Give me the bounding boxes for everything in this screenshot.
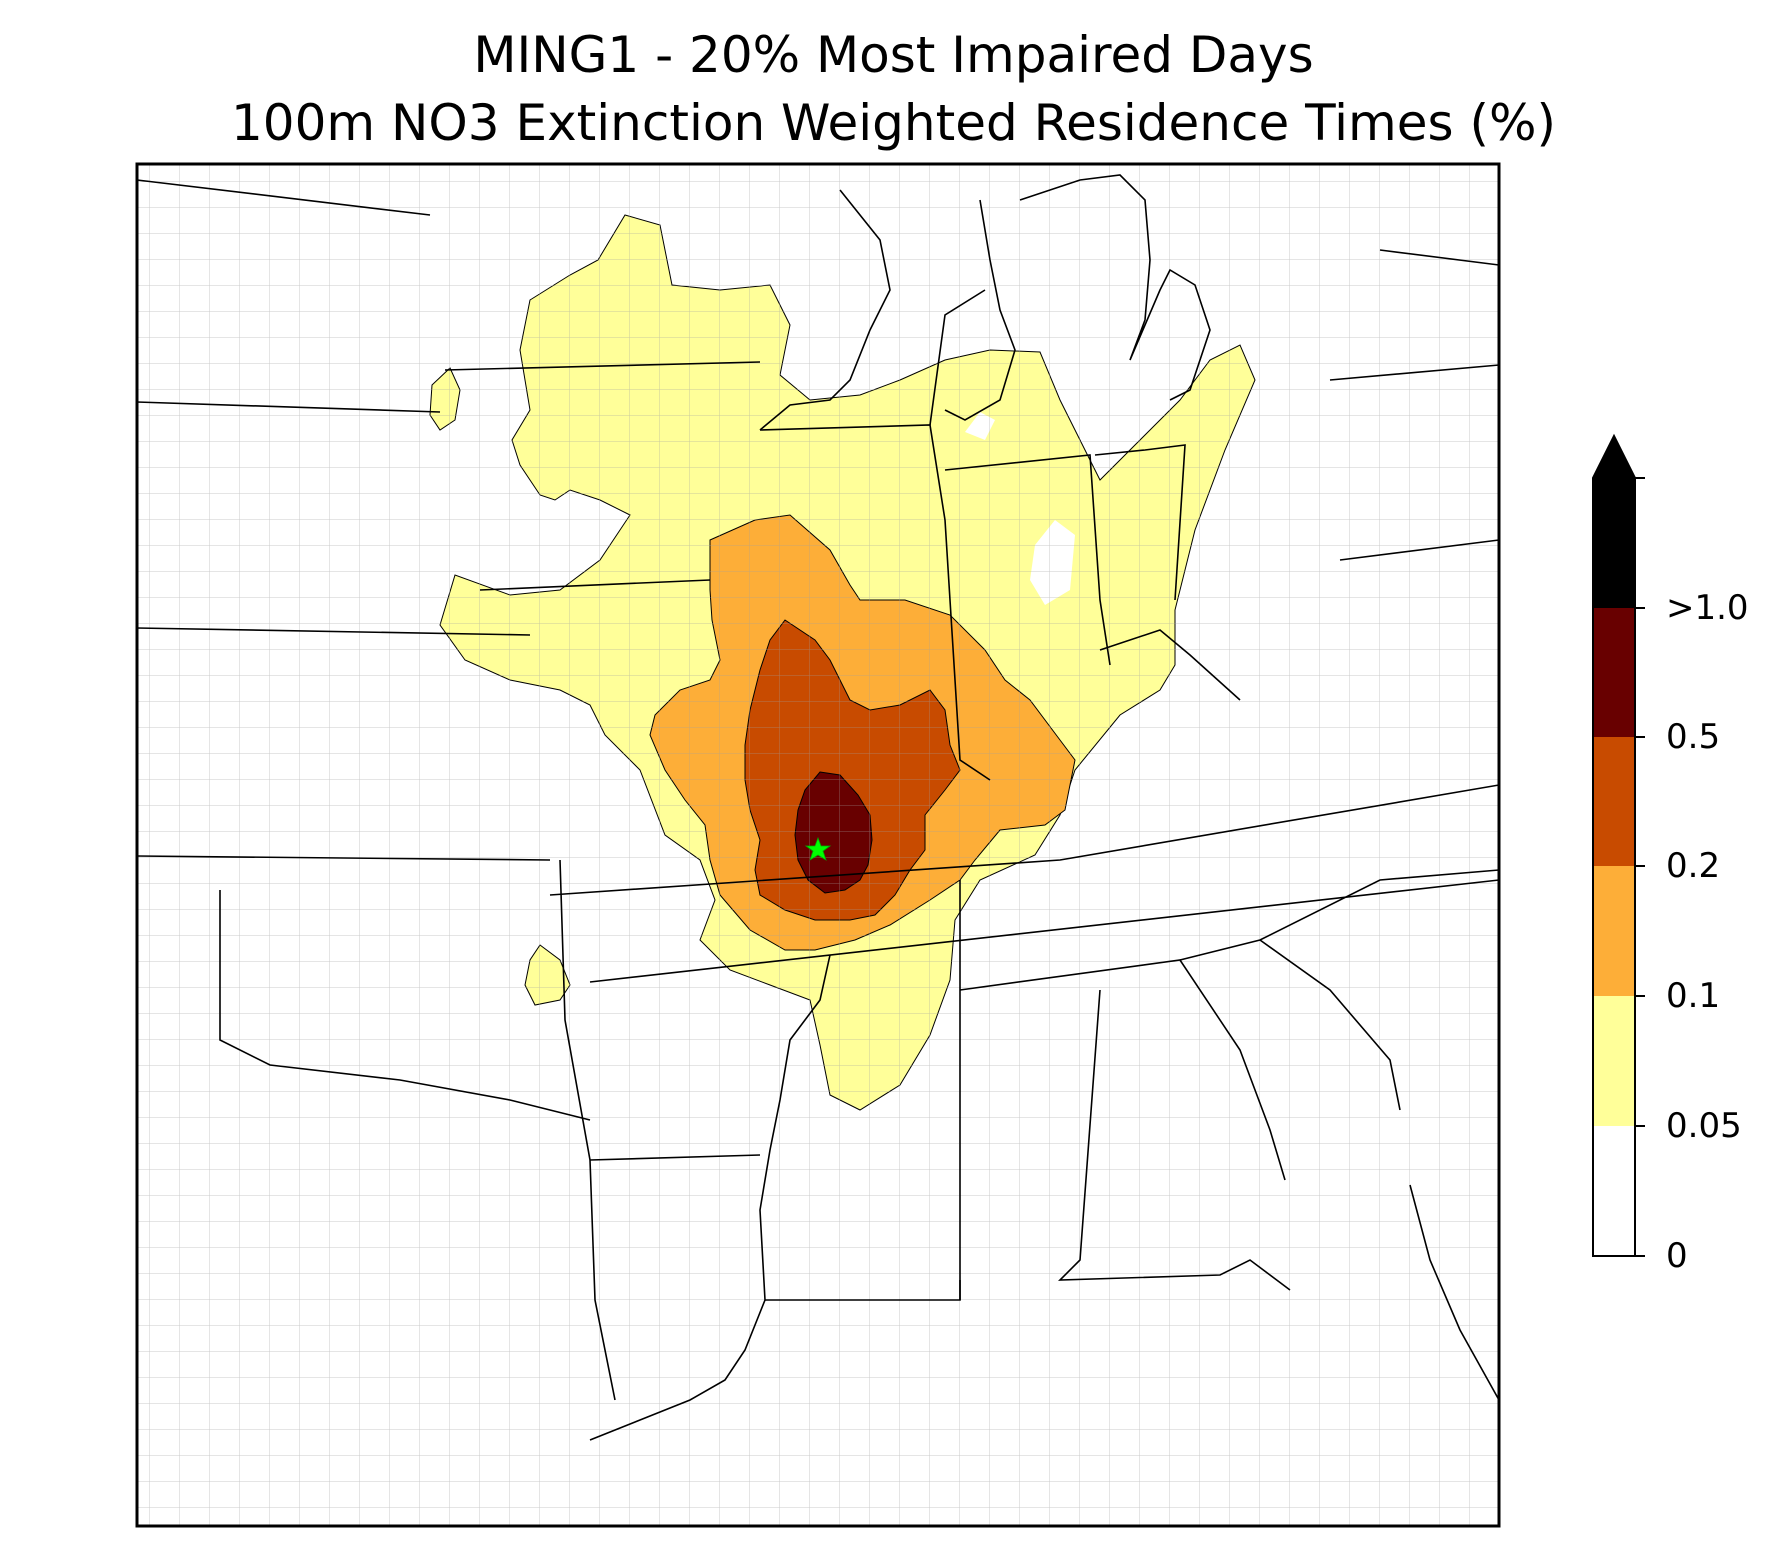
colorbar-tick-label: >1.0	[1666, 588, 1749, 628]
colorbar-tick-label: 0.2	[1666, 846, 1721, 886]
state-boundaries	[137, 174, 1499, 1441]
colorbar-tick-label: 0.5	[1666, 717, 1721, 757]
map-frame	[135, 162, 1501, 1528]
colorbar-tick-label: 0.1	[1666, 976, 1721, 1016]
colorbar-ticks	[1635, 477, 1645, 1257]
colorbar-tick-label: 0	[1666, 1236, 1688, 1276]
map-title-line2: 100m NO3 Extinction Weighted Residence T…	[231, 94, 1556, 152]
colorbar	[1592, 433, 1645, 1257]
site-marker-star	[804, 836, 832, 861]
colorbar-extend-arrow	[1593, 436, 1635, 478]
colorbar-segment	[1593, 866, 1635, 996]
colorbar-tick-label: 0.05	[1666, 1106, 1742, 1146]
colorbar-segment	[1593, 478, 1635, 608]
colorbar-segment	[1593, 608, 1635, 737]
colorbar-segment	[1593, 737, 1635, 866]
map-title-line1: MING1 - 20% Most Impaired Days	[473, 26, 1314, 84]
colorbar-segment	[1593, 996, 1635, 1126]
colorbar-segment	[1593, 1126, 1635, 1256]
